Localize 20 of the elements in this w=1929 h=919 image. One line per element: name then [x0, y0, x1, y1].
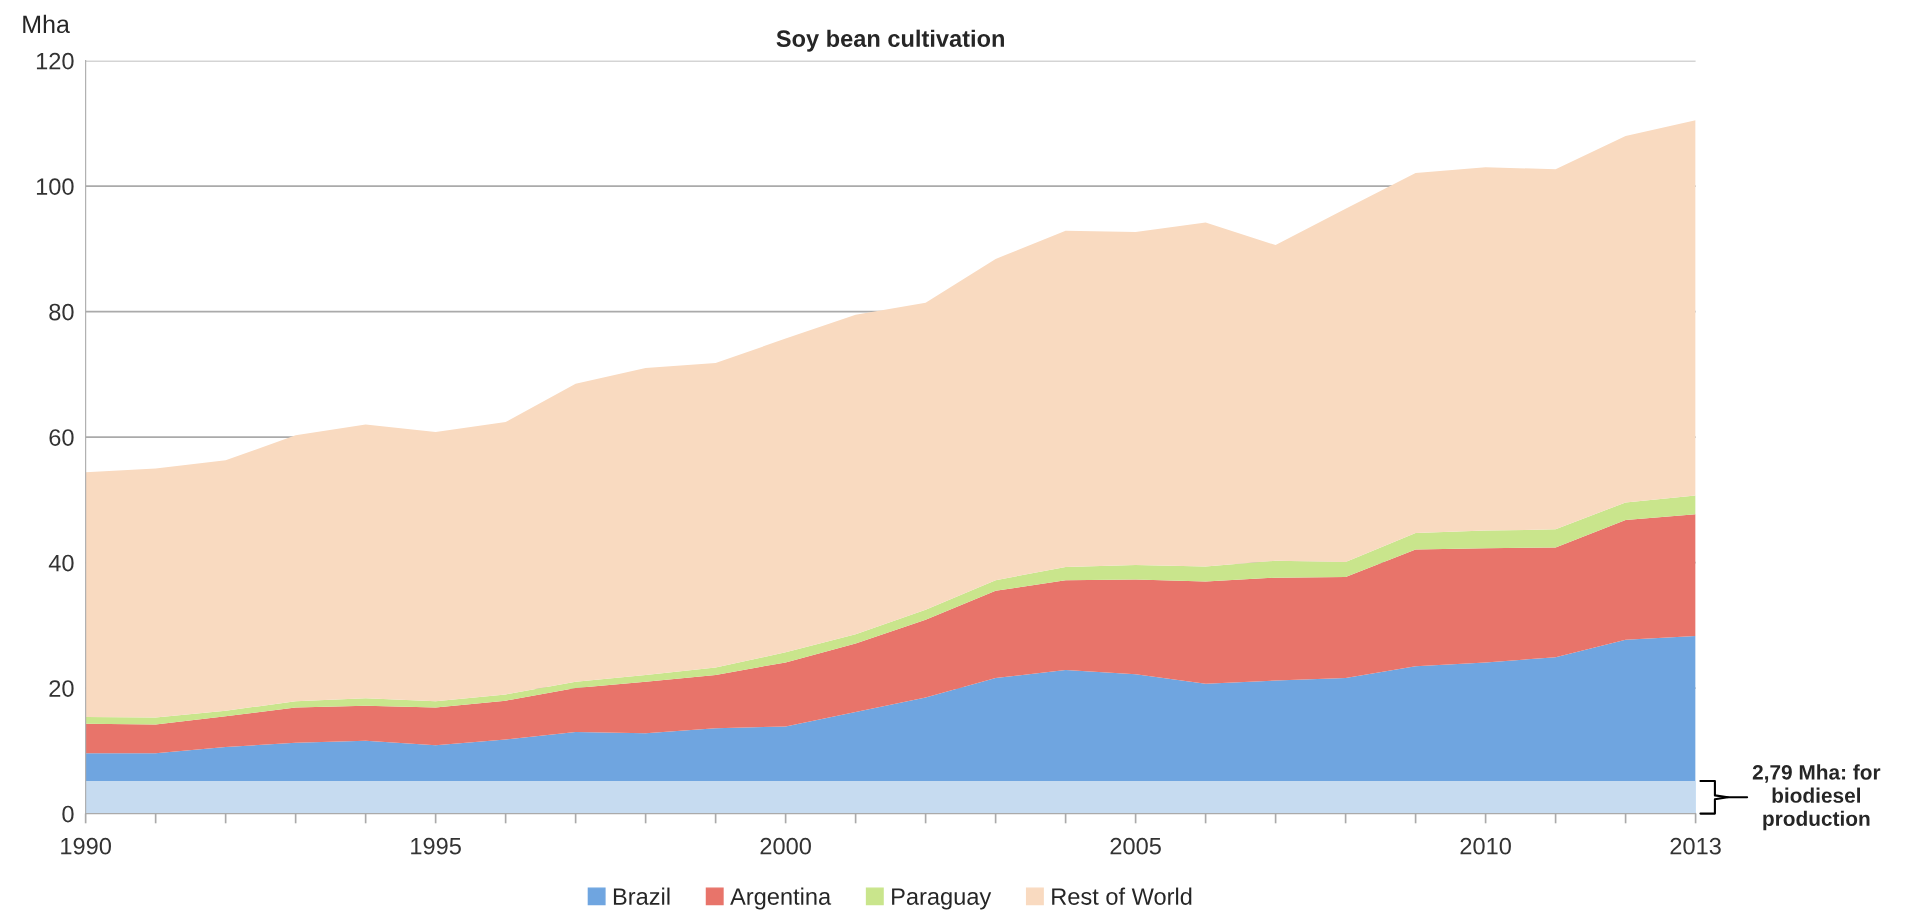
x-tick-label: 2005	[1110, 837, 1161, 855]
x-tick-label: 2010	[1460, 837, 1511, 855]
y-tick-label: 0	[62, 805, 74, 823]
band-label: 2,79 Mha: for biodiesel production	[1752, 764, 1881, 831]
y-axis-title: Mha	[23, 14, 70, 34]
legend-label: Rest of World	[1052, 887, 1192, 905]
y-tick-label: 20	[49, 680, 74, 697]
x-tick-label: 2013	[1670, 837, 1721, 855]
x-tick-label: 1995	[411, 837, 461, 855]
legend-label: Paraguay	[892, 888, 992, 910]
x-tick-label: 1990	[61, 837, 111, 855]
legend-label: Argentina	[730, 887, 832, 910]
chart-title: Soy bean cultivation	[776, 29, 1004, 52]
y-tick-label: 80	[49, 303, 74, 321]
y-tick-label: 100	[36, 178, 74, 195]
legend-label: Brazil	[613, 887, 670, 905]
y-tick-label: 120	[36, 52, 74, 70]
x-tick-label: 2000	[760, 837, 811, 855]
y-tick-label: 60	[49, 429, 74, 446]
y-tick-label: 40	[48, 554, 74, 572]
